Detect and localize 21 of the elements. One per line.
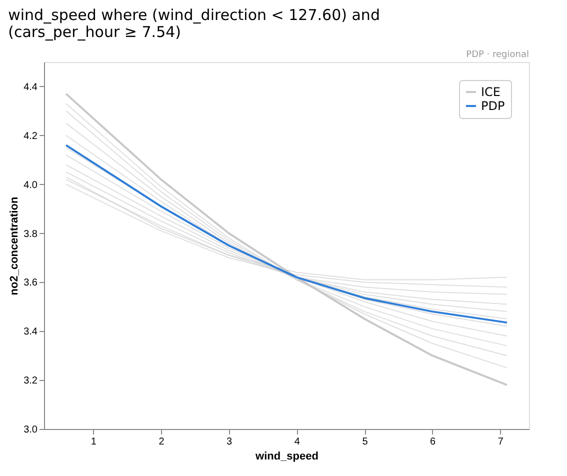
y-tick-label: 3.6 [24, 278, 38, 289]
y-tick-label: 3.8 [24, 228, 38, 240]
legend-label: PDP [481, 99, 505, 113]
x-tick-label: 4 [294, 436, 300, 448]
x-tick-label: 3 [226, 436, 233, 448]
x-tick-label: 5 [362, 436, 368, 448]
x-axis-title: wind_speed [254, 450, 318, 462]
x-tick-label: 1 [90, 436, 97, 448]
y-tick-label: 4.0 [24, 180, 38, 191]
y-tick-label: 4.4 [24, 82, 38, 93]
chart-title: wind_speed where (wind_direction < 127.60) and (cars_per_hour ≥ 7.54) [8, 6, 380, 41]
text: PDP · regional [466, 50, 529, 60]
y-tick-label: 3.2 [24, 376, 38, 387]
y-tick-label: 4.2 [24, 130, 38, 142]
legend-label: ICE [481, 85, 500, 99]
x-tick-label: 7 [498, 436, 504, 448]
y-tick-label: 3.0 [24, 424, 38, 436]
x-tick-label: 2 [158, 436, 165, 448]
y-tick-label: 3.4 [24, 326, 38, 338]
x-tick-label: 6 [430, 436, 436, 448]
y-axis-title: no2_concentration [8, 196, 21, 296]
